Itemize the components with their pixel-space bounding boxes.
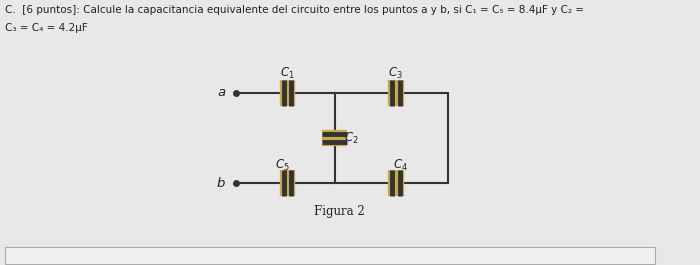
Text: Figura 2: Figura 2 <box>314 205 365 218</box>
Text: $C_1$: $C_1$ <box>280 66 295 81</box>
Text: $C_3$: $C_3$ <box>389 66 403 81</box>
Text: $C_2$: $C_2$ <box>344 130 358 145</box>
Text: C₃ = C₄ = 4.2μF: C₃ = C₄ = 4.2μF <box>5 23 88 33</box>
Text: $C_5$: $C_5$ <box>275 158 290 173</box>
Text: $a$: $a$ <box>217 86 226 99</box>
Text: $b$: $b$ <box>216 176 226 190</box>
FancyBboxPatch shape <box>5 247 655 264</box>
Text: C.  [6 puntos]: Calcule la capacitancia equivalente del circuito entre los punto: C. [6 puntos]: Calcule la capacitancia e… <box>5 5 584 15</box>
Text: $C_4$: $C_4$ <box>393 158 408 173</box>
